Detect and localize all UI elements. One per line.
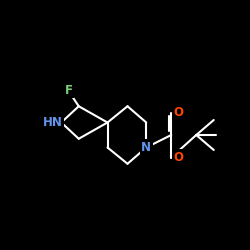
Text: N: N [141,141,151,154]
Text: F: F [65,84,73,96]
Text: O: O [173,106,183,119]
Text: HN: HN [42,116,62,129]
Text: O: O [173,151,183,164]
